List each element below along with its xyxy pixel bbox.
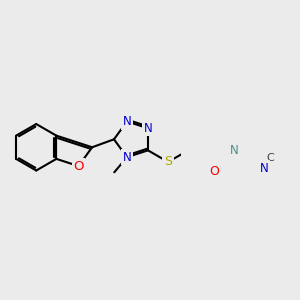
Text: S: S	[164, 155, 172, 169]
Text: H: H	[230, 142, 238, 152]
Text: N: N	[123, 115, 131, 128]
Text: O: O	[209, 165, 219, 178]
Text: N: N	[144, 122, 152, 135]
Text: O: O	[73, 160, 84, 172]
Text: N: N	[230, 144, 238, 157]
Text: N: N	[123, 151, 131, 164]
Text: C: C	[266, 153, 274, 163]
Text: N: N	[260, 162, 268, 175]
